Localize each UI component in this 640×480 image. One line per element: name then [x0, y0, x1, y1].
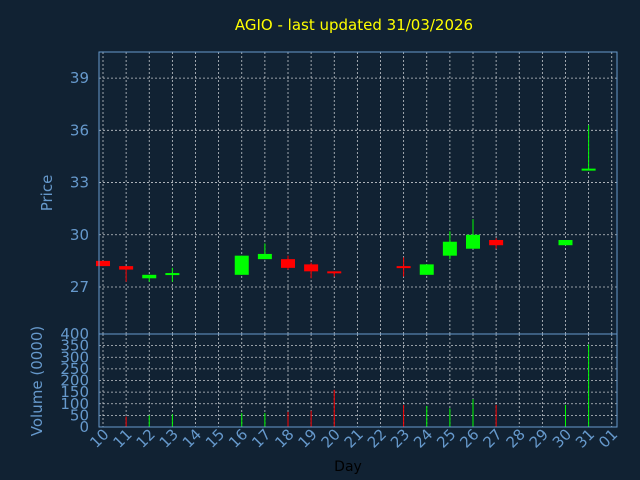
candle-body [327, 271, 342, 274]
candle-body [257, 253, 272, 260]
candle-body [489, 240, 504, 246]
volume-y-tick-label: 350 [60, 337, 89, 355]
candle-body [281, 259, 295, 268]
price-y-tick-label: 30 [70, 226, 89, 244]
volume-y-tick-label: 100 [60, 395, 89, 413]
candle-body [581, 168, 596, 171]
volume-axis-label: Volume (0000) [28, 326, 46, 436]
volume-plot-frame [98, 333, 618, 428]
price-y-tick-label: 27 [70, 278, 89, 296]
volume-gridlines [99, 333, 617, 428]
price-y-tick-label: 36 [70, 121, 89, 139]
candle-body [419, 264, 434, 275]
volume-y-tick-label: 400 [60, 325, 89, 343]
price-candles [96, 125, 596, 282]
candle-body [396, 266, 411, 269]
volume-y-tick-label: 50 [70, 406, 89, 424]
volume-y-tick-label: 0 [79, 418, 89, 436]
candle-body [142, 274, 157, 279]
price-y-tick-labels: 27 30 33 36 39 [70, 69, 89, 296]
x-tick-label: 01 [595, 425, 621, 451]
candle-body [558, 240, 573, 246]
candle-body [442, 241, 457, 256]
candle-body [119, 266, 134, 270]
price-panel: 27 30 33 36 39 Price [38, 51, 618, 335]
price-y-tick-label: 33 [70, 174, 89, 192]
price-gridlines [99, 52, 617, 334]
candle-body [466, 234, 480, 249]
candle-body [165, 273, 180, 276]
chart-title: AGIO - last updated 31/03/2026 [235, 16, 473, 34]
candle-body [234, 255, 249, 275]
volume-bars [125, 344, 590, 427]
price-y-tick-label: 39 [70, 69, 89, 87]
volume-y-tick-label: 150 [60, 383, 89, 401]
x-tick-labels: 1011121314151617181920212223242526272829… [86, 425, 621, 451]
volume-y-tick-label: 250 [60, 360, 89, 378]
volume-y-tick-label: 300 [60, 348, 89, 366]
candle-body [304, 264, 319, 272]
candle-body [96, 260, 110, 267]
price-axis-label: Price [38, 175, 56, 212]
price-plot-frame [98, 51, 618, 335]
volume-y-tick-label: 200 [60, 372, 89, 390]
x-axis-label: Day [334, 459, 362, 475]
